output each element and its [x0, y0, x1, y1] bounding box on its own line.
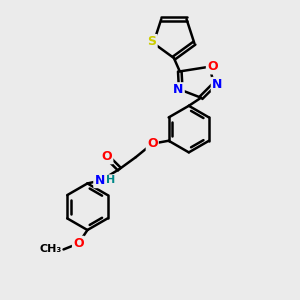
- Text: N: N: [173, 83, 184, 96]
- Text: N: N: [94, 174, 105, 187]
- Text: N: N: [212, 78, 222, 91]
- Text: CH₃: CH₃: [40, 244, 62, 254]
- Text: O: O: [101, 150, 112, 163]
- Text: H: H: [106, 176, 115, 185]
- Text: O: O: [207, 60, 218, 73]
- Text: O: O: [73, 237, 84, 250]
- Text: O: O: [147, 137, 158, 150]
- Text: S: S: [147, 35, 156, 48]
